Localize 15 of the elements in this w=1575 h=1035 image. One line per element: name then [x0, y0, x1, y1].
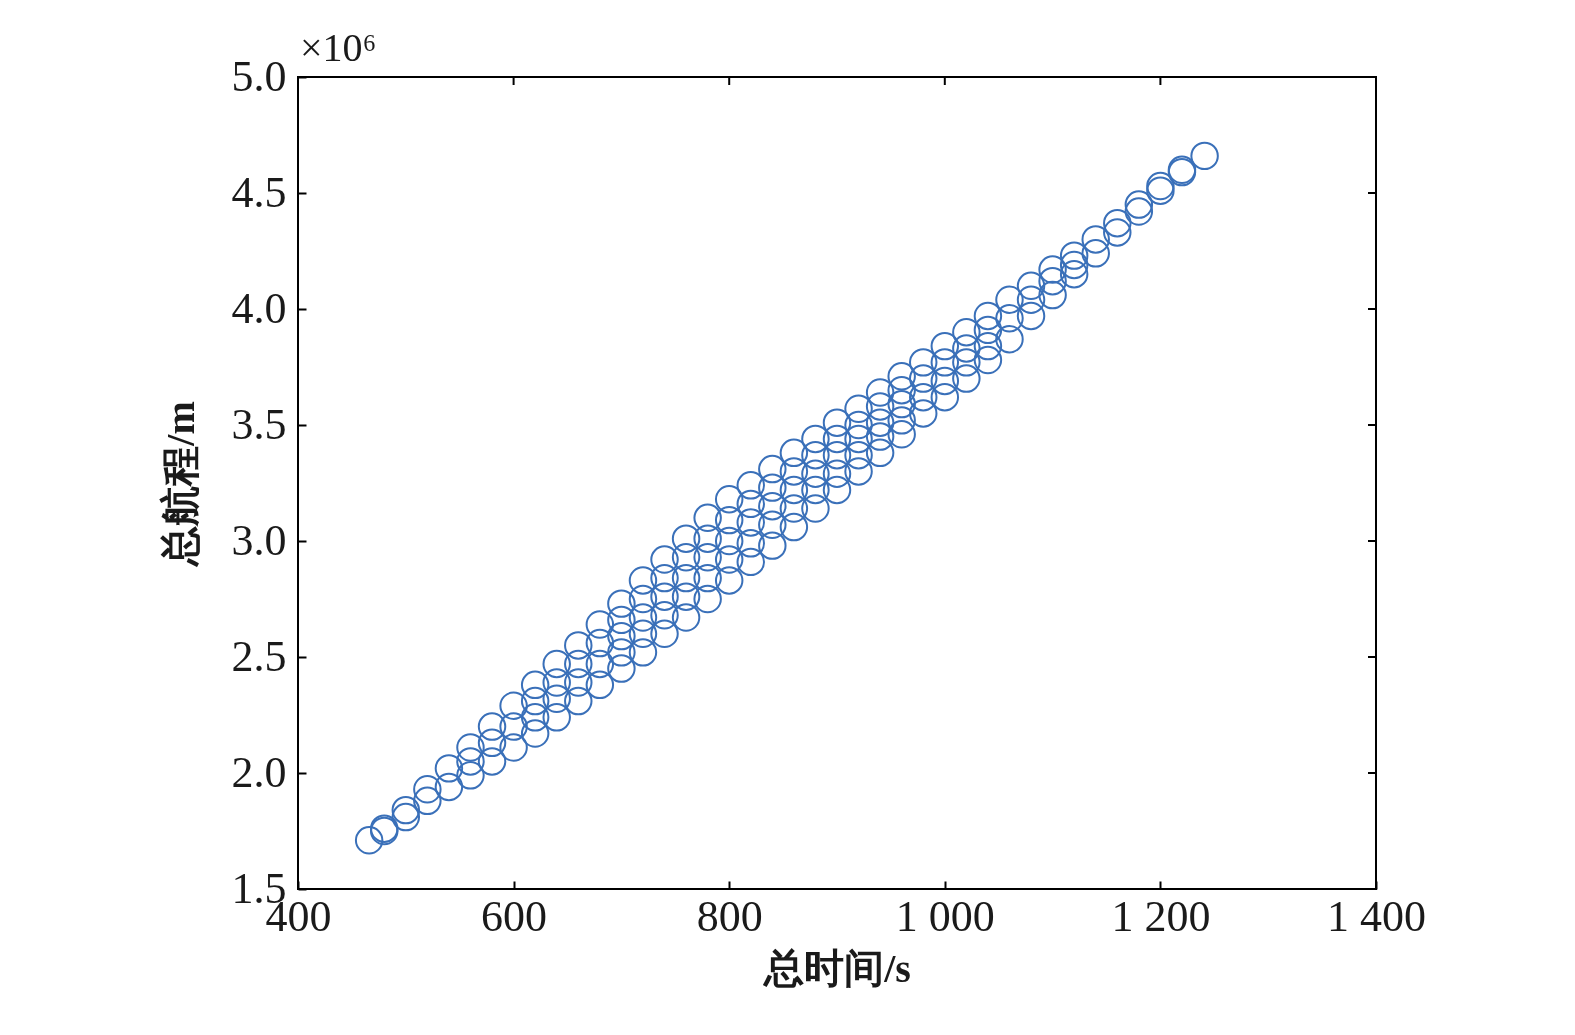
y-axis-title: 总航程/m	[157, 401, 203, 568]
text: ×10⁶	[300, 25, 377, 70]
y-tick-label: 2.5	[231, 631, 287, 681]
y-tick-label: 3.0	[231, 515, 287, 565]
x-tick-label: 800	[696, 891, 763, 941]
x-axis-title: 总时间/s	[762, 945, 911, 991]
x-tick-label: 1 200	[1111, 891, 1211, 941]
y-tick-label: 4.0	[231, 283, 287, 333]
y-tick-label: 3.5	[231, 399, 287, 449]
y-tick-label: 2.0	[231, 747, 287, 797]
y-tick-label: 4.5	[231, 167, 287, 217]
y-tick-label: 5.0	[231, 51, 287, 101]
x-tick-label: 600	[481, 891, 548, 941]
x-tick-label: 1 000	[895, 891, 995, 941]
x-tick-label: 1 400	[1327, 891, 1426, 941]
